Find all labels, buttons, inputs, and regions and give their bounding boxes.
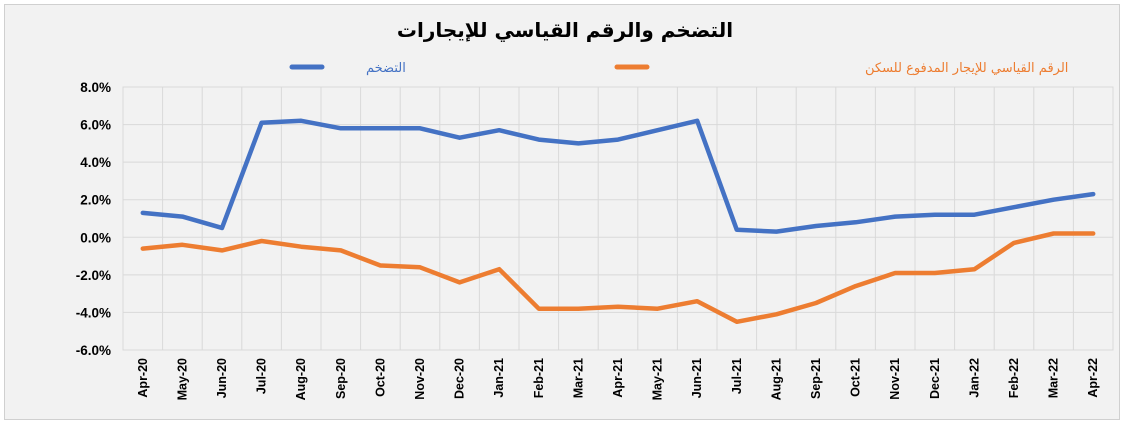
data-point (418, 265, 422, 269)
data-point (972, 213, 976, 217)
y-tick-label: 0.0% (80, 230, 111, 245)
y-tick-label: -2.0% (76, 268, 111, 283)
series-lines (140, 118, 1096, 325)
data-point (537, 138, 541, 142)
data-point (378, 264, 382, 267)
x-tick-label: Apr-22 (1086, 358, 1100, 398)
data-point (141, 211, 145, 215)
x-tick-label: Jan-21 (492, 358, 506, 398)
x-tick-label: Nov-21 (888, 358, 902, 400)
x-tick-label: Feb-21 (532, 358, 546, 398)
data-point (735, 228, 739, 232)
x-tick-label: Mar-22 (1047, 358, 1061, 398)
data-point (1091, 232, 1095, 235)
chart-frame: التضخم والرقم القياسي للإيجارات التضخم ا… (4, 4, 1120, 420)
data-point (339, 126, 343, 130)
x-tick-label: Feb-22 (1007, 358, 1021, 398)
data-point (774, 230, 778, 234)
legend-item-rent-index: الرقم القياسي للإيجار المدفوع للسكن (614, 61, 1068, 76)
data-point (933, 213, 937, 217)
x-tick-label: Aug-20 (294, 358, 308, 400)
data-point (576, 141, 580, 145)
data-point (260, 121, 264, 125)
x-tick-label: Sep-21 (809, 358, 823, 399)
data-point (1052, 198, 1056, 202)
data-point (458, 136, 462, 140)
x-tick-label: Sep-20 (334, 358, 348, 399)
data-point (656, 128, 660, 132)
data-point (576, 307, 580, 311)
x-tick-label: Jun-20 (215, 358, 229, 398)
data-point (497, 128, 501, 132)
data-point (1052, 232, 1056, 235)
x-tick-label: May-20 (175, 358, 189, 400)
y-tick-label: -6.0% (76, 343, 111, 358)
data-point (893, 271, 897, 275)
data-point (497, 267, 501, 271)
data-point (616, 138, 620, 142)
data-point (695, 119, 699, 123)
data-point (893, 215, 897, 219)
x-tick-label: May-21 (651, 358, 665, 400)
x-tick-label: Dec-21 (928, 358, 942, 399)
y-tick-label: 6.0% (80, 118, 111, 133)
data-point (220, 248, 224, 252)
y-tick-label: -4.0% (76, 305, 111, 320)
data-point (458, 280, 462, 284)
data-point (180, 243, 184, 247)
data-point (854, 220, 858, 224)
data-point (141, 247, 145, 251)
data-point (378, 126, 382, 130)
x-axis: Apr-20 May-20 Jun-20 Jul-20 Aug-20 Sep-20 Oct-… (136, 358, 1100, 400)
y-tick-label: 2.0% (80, 193, 111, 208)
data-point (260, 239, 264, 243)
line-chart: التضخم والرقم القياسي للإيجارات التضخم ا… (76, 18, 1114, 400)
data-point (656, 307, 660, 311)
data-point (1012, 241, 1016, 245)
plot-area (122, 86, 1114, 351)
x-tick-label: Aug-21 (769, 358, 783, 400)
data-point (418, 126, 422, 130)
y-tick-label: 4.0% (80, 155, 111, 170)
data-point (854, 284, 858, 288)
data-point (339, 248, 343, 252)
chart-title: التضخم والرقم القياسي للإيجارات (397, 18, 733, 43)
data-point (1091, 192, 1095, 196)
x-tick-label: Oct-21 (849, 358, 863, 397)
data-point (616, 305, 620, 309)
data-point (814, 224, 818, 228)
x-tick-label: Apr-21 (611, 358, 625, 398)
y-tick-label: 8.0% (80, 80, 111, 95)
x-tick-label: Oct-20 (373, 358, 387, 397)
x-tick-label: Apr-20 (136, 358, 150, 398)
data-point (735, 320, 739, 324)
x-tick-label: Jun-21 (690, 358, 704, 398)
data-point (537, 307, 541, 311)
data-point (299, 245, 303, 249)
x-tick-label: Nov-20 (413, 358, 427, 400)
x-tick-label: Mar-21 (571, 358, 585, 398)
y-axis: -6.0% -4.0% -2.0% 0.0% 2.0% 4.0% 6.0% 8.0% (76, 80, 111, 358)
data-point (814, 301, 818, 305)
data-point (1012, 205, 1016, 209)
legend-item-inflation: التضخم (289, 61, 406, 76)
x-tick-label: Jan-22 (967, 358, 981, 398)
data-point (695, 299, 699, 303)
grid (122, 86, 1114, 351)
legend-label-rent-index: الرقم القياسي للإيجار المدفوع للسكن (865, 61, 1068, 76)
x-tick-label: Jul-21 (730, 358, 744, 394)
data-point (972, 267, 976, 271)
x-tick-label: Dec-20 (453, 358, 467, 399)
data-point (933, 271, 937, 275)
data-point (774, 312, 778, 316)
data-point (180, 215, 184, 219)
legend-label-inflation: التضخم (366, 61, 406, 76)
x-tick-label: Jul-20 (255, 358, 269, 394)
data-point (220, 226, 224, 230)
data-point (299, 119, 303, 123)
legend: التضخم الرقم القياسي للإيجار المدفوع للس… (289, 61, 1068, 76)
